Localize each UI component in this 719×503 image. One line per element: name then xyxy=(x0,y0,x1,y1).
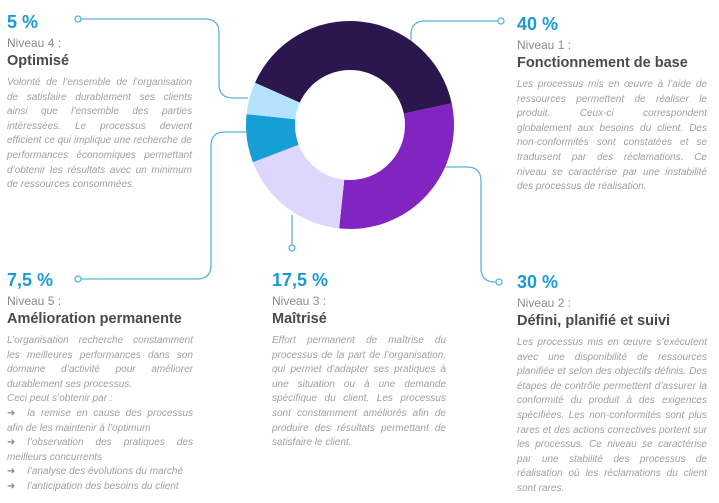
bullet-text: la remise en cause des processus afin de… xyxy=(7,407,193,434)
level-number: Niveau 2 : xyxy=(517,296,572,310)
level-niveau-2: 30 % Niveau 2 : Défini, planifié et suiv… xyxy=(517,272,707,497)
level-description: L’organisation recherche constamment les… xyxy=(7,334,193,495)
level-number: Niveau 5 : xyxy=(7,294,62,308)
level-niveau-4: 5 % Niveau 4 : Optimisé Volonté de l’ens… xyxy=(7,12,192,193)
bullet-text: l’analyse des évolutions du marché xyxy=(27,466,184,478)
connector-niveau-5 xyxy=(81,131,246,280)
bullet-item: ➜ l’anticipation des besoins du client xyxy=(7,480,193,495)
connector-dot-niveau-1 xyxy=(497,17,505,25)
donut-slice-3 xyxy=(252,144,345,229)
connector-dot-niveau-2 xyxy=(495,278,503,286)
level-niveau-5: 7,5 % Niveau 5 : Amélioration permanente… xyxy=(7,270,193,495)
bullet-item: ➜ l’analyse des évolutions du marché xyxy=(7,465,193,480)
level-number: Niveau 3 : xyxy=(272,294,327,308)
description-text: L’organisation recherche constamment les… xyxy=(7,335,193,390)
percent-label: 7,5 % xyxy=(7,270,54,290)
level-description: Les processus mis en œuvre à l’aide de r… xyxy=(517,79,707,193)
level-title: Maîtrisé xyxy=(272,311,327,327)
connector-niveau-4 xyxy=(81,18,248,99)
percent-label: 17,5 % xyxy=(272,270,329,290)
level-title: Défini, planifié et suivi xyxy=(517,313,671,329)
bullet-item: ➜ l’observation des pratiques des meilleu… xyxy=(7,436,193,465)
level-title: Amélioration permanente xyxy=(7,311,182,327)
donut-slices xyxy=(246,20,454,230)
donut-slice-1 xyxy=(254,20,452,114)
level-niveau-3: 17,5 % Niveau 3 : Maîtrisé Effort perman… xyxy=(272,270,446,451)
connector-niveau-2 xyxy=(445,166,496,283)
donut-slice-2 xyxy=(339,103,454,230)
percent-label: 5 % xyxy=(7,12,39,32)
bullet-item: ➜ la remise en cause des processus afin d… xyxy=(7,407,193,436)
level-description: Effort permanent de maîtrise du processu… xyxy=(272,335,446,449)
donut-slice-4 xyxy=(246,114,299,163)
arrow-right-icon: ➜ xyxy=(7,437,16,449)
description-intro: Ceci peut s’obtenir par : xyxy=(7,393,113,405)
arrow-right-icon: ➜ xyxy=(7,480,16,492)
connector-dot-niveau-3 xyxy=(288,244,296,252)
level-niveau-1: 40 % Niveau 1 : Fonctionnement de base L… xyxy=(517,14,707,195)
connectors xyxy=(74,15,505,286)
arrow-right-icon: ➜ xyxy=(7,466,16,478)
connector-dot-niveau-5 xyxy=(74,275,82,283)
level-number: Niveau 4 : xyxy=(7,36,62,50)
connector-niveau-1 xyxy=(410,20,498,42)
level-number: Niveau 1 : xyxy=(517,38,572,52)
connector-dot-niveau-4 xyxy=(74,15,82,23)
percent-label: 30 % xyxy=(517,272,559,292)
arrow-right-icon: ➜ xyxy=(7,407,16,419)
level-description: Volonté de l’ensemble de l’organisation … xyxy=(7,77,192,191)
bullet-text: l’anticipation des besoins du client xyxy=(27,480,179,492)
level-title: Optimisé xyxy=(7,53,70,69)
donut-slice-5 xyxy=(246,82,300,120)
percent-label: 40 % xyxy=(517,14,559,34)
level-description: Les processus mis en œuvre s’exécutent a… xyxy=(517,337,707,494)
bullet-text: l’observation des pratiques des meilleur… xyxy=(7,437,193,463)
level-title: Fonctionnement de base xyxy=(517,55,688,71)
